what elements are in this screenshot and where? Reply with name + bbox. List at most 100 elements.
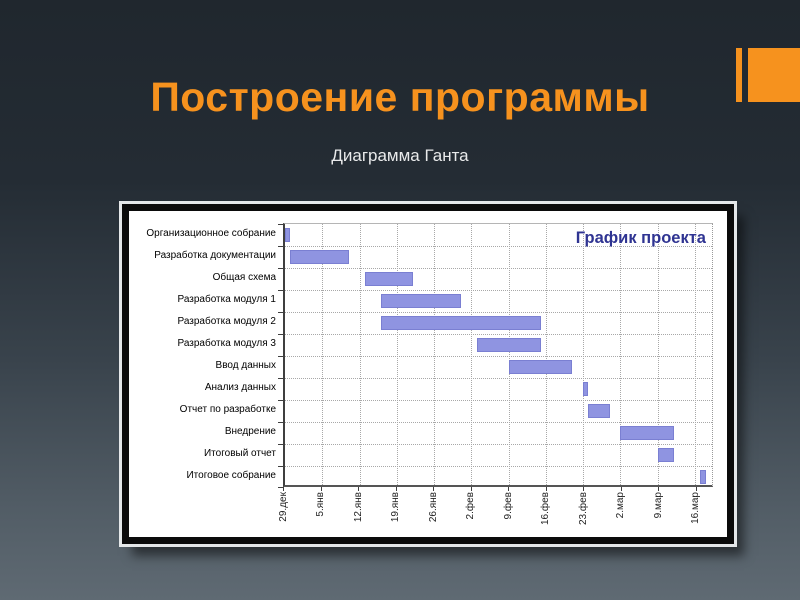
gantt-bar	[285, 228, 291, 242]
y-axis-tick	[278, 268, 283, 269]
accent-stripe	[736, 48, 742, 102]
x-axis-label-text: 16.мар	[690, 492, 702, 524]
x-axis-label: 9.фев	[501, 492, 515, 519]
y-axis-tick	[278, 444, 283, 445]
v-gridline	[583, 224, 585, 485]
plot-area: График проекта	[278, 223, 713, 488]
task-label: Итоговый отчет	[203, 448, 276, 459]
gantt-bar	[508, 360, 573, 374]
x-axis-label-text: 19.янв	[390, 492, 402, 523]
gantt-bar	[700, 470, 706, 484]
y-axis-tick	[278, 356, 283, 357]
task-label: Разработка документации	[154, 250, 276, 261]
y-axis-tick	[278, 334, 283, 335]
x-axis-label-text: 12.янв	[352, 492, 364, 523]
task-label: Разработка модуля 1	[177, 294, 276, 305]
v-gridline	[657, 224, 659, 485]
h-gridline	[285, 422, 712, 423]
h-gridline	[285, 246, 712, 247]
h-gridline	[285, 268, 712, 269]
task-label: Итоговое собрание	[186, 470, 276, 481]
x-axis-label: 26.янв	[426, 492, 440, 522]
x-axis-label: 23.фев	[576, 492, 590, 525]
x-axis-label: 9.мар	[651, 492, 665, 518]
v-gridline	[471, 224, 473, 485]
y-axis-tick	[278, 224, 283, 225]
x-axis-label: 16.мар	[689, 492, 703, 524]
x-axis-label-text: 26.янв	[427, 492, 439, 523]
x-axis-tick	[283, 487, 284, 491]
v-gridline	[434, 224, 436, 485]
h-gridline	[285, 312, 712, 313]
x-axis-label: 2.мар	[614, 492, 628, 518]
axis-corner	[135, 487, 283, 533]
y-axis-tick	[278, 290, 283, 291]
v-gridline	[545, 224, 547, 485]
x-axis-label-text: 2.фев	[465, 492, 477, 520]
x-axis-tick	[620, 487, 622, 491]
h-gridline	[285, 400, 712, 401]
h-gridline	[285, 334, 712, 335]
v-gridline	[508, 224, 510, 485]
gantt-bar	[290, 250, 349, 264]
gantt-bar	[620, 426, 674, 440]
task-label: Внедрение	[224, 426, 276, 437]
v-gridline	[694, 224, 696, 485]
x-axis-label-text: 9.мар	[652, 492, 664, 519]
x-axis-label: 5.янв	[314, 492, 328, 517]
x-axis-label-text: 5.янв	[315, 492, 327, 517]
x-axis-label: 29.дек	[276, 492, 290, 522]
y-axis-tick	[278, 378, 283, 379]
x-axis-label-text: 9.фев	[502, 492, 514, 520]
task-label: Разработка модуля 3	[177, 338, 276, 349]
y-axis-tick	[278, 312, 283, 313]
x-axis-label-text: 29.дек	[277, 492, 289, 522]
x-axis-tick	[658, 487, 660, 491]
x-axis-tick	[695, 487, 697, 491]
x-axis-tick	[470, 487, 472, 491]
y-axis-tick	[278, 400, 283, 401]
h-gridline	[285, 290, 712, 291]
gantt-bar	[476, 338, 541, 352]
x-axis-label-text: 23.фев	[577, 492, 589, 526]
gantt-bar	[583, 382, 589, 396]
x-axis-tick	[583, 487, 585, 491]
slide-subtitle: Диаграмма Ганта	[331, 146, 469, 165]
x-axis-label: 19.янв	[389, 492, 403, 522]
v-gridline	[620, 224, 622, 485]
x-axis-label: 12.янв	[351, 492, 365, 522]
x-axis-tick	[433, 487, 435, 491]
gantt-bar	[380, 316, 541, 330]
task-labels-column: Организационное собрание Разработка докум…	[135, 223, 283, 487]
gantt-chart: Организационное собрание Разработка докум…	[129, 211, 727, 537]
v-gridline	[359, 224, 361, 485]
x-axis-label: 16.фев	[539, 492, 553, 525]
gantt-bar	[364, 272, 413, 286]
gantt-bar	[588, 404, 610, 418]
x-axis-tick	[508, 487, 510, 491]
task-label: Ввод данных	[215, 360, 276, 371]
v-gridline	[322, 224, 324, 485]
y-axis-tick	[278, 466, 283, 467]
x-axis-label: 2.фев	[464, 492, 478, 519]
gantt-chart-panel: Организационное собрание Разработка докум…	[122, 204, 734, 544]
y-axis-tick	[278, 246, 283, 247]
h-gridline	[285, 378, 712, 379]
chart-title: График проекта	[575, 229, 706, 247]
y-axis-tick	[278, 487, 283, 488]
task-label: Общая схема	[212, 272, 276, 283]
slide-title: Построение программы	[150, 74, 650, 120]
accent-block	[748, 48, 800, 102]
x-axis-labels: 29.дек 5.янв 12.янв 19.янв 26.янв 2.фев 9.фев 1…	[278, 487, 713, 533]
x-axis-tick	[320, 487, 322, 491]
x-axis-label-text: 16.фев	[540, 492, 552, 526]
h-gridline	[285, 444, 712, 445]
h-gridline	[285, 466, 712, 467]
x-axis-label-text: 2.мар	[615, 492, 627, 519]
task-label: Анализ данных	[204, 382, 276, 393]
gantt-bar	[657, 448, 674, 462]
x-axis-tick	[545, 487, 547, 491]
x-axis-tick	[395, 487, 397, 491]
y-axis-tick	[278, 422, 283, 423]
